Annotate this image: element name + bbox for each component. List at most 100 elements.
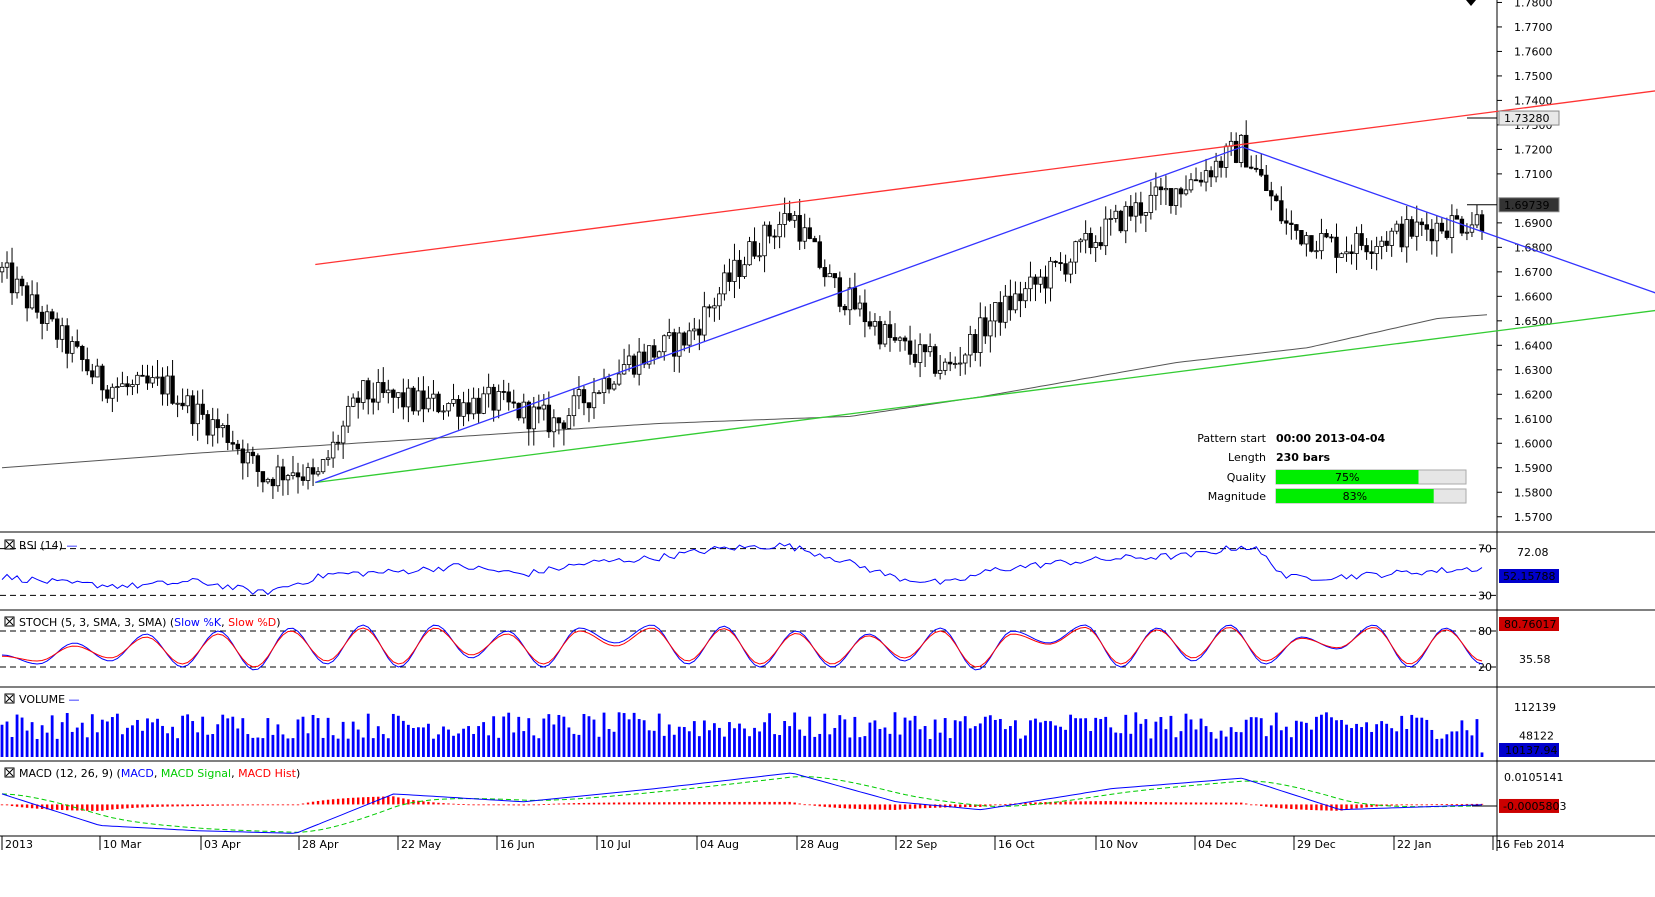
last-price-label: 1.73280: [1504, 112, 1550, 125]
rsi-level-70-label: 70: [1478, 543, 1492, 556]
volume-bar: [211, 734, 215, 757]
volume-bar: [702, 720, 706, 757]
volume-bar: [236, 728, 240, 757]
volume-bar: [1104, 716, 1108, 757]
macd-hist-bar: [1054, 801, 1057, 805]
candle-body: [506, 391, 511, 403]
volume-bar: [778, 735, 782, 757]
volume-bar: [763, 722, 766, 757]
volume-bar: [146, 718, 149, 757]
candle-body: [1449, 215, 1455, 238]
macd-hist-bar: [96, 804, 99, 811]
pattern-start-value: 00:00 2013-04-04: [1276, 432, 1386, 445]
x-tick-label: 03 Apr: [204, 838, 241, 851]
macd-hist-bar: [106, 804, 109, 811]
macd-hist-bar: [728, 801, 731, 805]
price-tick-label: 1.5800: [1514, 486, 1553, 499]
candle-body: [526, 401, 531, 430]
candle-body: [501, 391, 506, 393]
volume-bar: [547, 714, 551, 757]
candle-body: [225, 424, 230, 443]
volume-bar: [186, 714, 190, 757]
price-tick-label: 1.7500: [1514, 70, 1553, 83]
macd-hist-bar: [35, 804, 39, 809]
x-tick-label: 28 Aug: [800, 838, 839, 851]
volume-bar: [411, 728, 415, 757]
candle-body: [1254, 167, 1259, 170]
macd-hist-bar: [607, 802, 611, 805]
volume-bar: [126, 727, 129, 757]
candle-body: [1178, 188, 1184, 195]
macd-hist-bar: [1029, 802, 1032, 805]
volume-bar: [1034, 718, 1037, 757]
volume-bar: [246, 734, 250, 757]
macd-hist-bar: [858, 804, 862, 810]
rsi-line: [1, 542, 1483, 596]
volume-bar: [873, 720, 877, 757]
candle-body: [1143, 212, 1149, 216]
volume-bar: [617, 712, 621, 757]
volume-bar: [983, 716, 987, 757]
volume-bar: [10, 736, 14, 757]
volume-bar: [391, 713, 395, 757]
macd-hist-bar: [703, 802, 706, 805]
macd-hist-bar: [1174, 802, 1178, 805]
volume-bar: [627, 719, 631, 757]
macd-hist-bar: [507, 804, 510, 806]
macd-hist-bar: [326, 799, 330, 805]
volume-bar: [1119, 733, 1123, 757]
candle-body: [1384, 240, 1389, 246]
macd-hist-bar: [1224, 802, 1228, 805]
candle-body: [1414, 221, 1419, 237]
candle-body: [491, 386, 496, 411]
macd-hist-bar: [979, 804, 982, 807]
volume-bar: [1460, 720, 1464, 757]
macd-hist-bar: [30, 804, 34, 809]
candle-body: [1123, 205, 1128, 232]
volume-bar: [1465, 730, 1469, 757]
candle-body: [817, 241, 822, 268]
candle-body: [787, 213, 792, 221]
volume-bar: [692, 721, 696, 757]
volume-bar: [166, 733, 169, 757]
candle-body: [797, 215, 802, 242]
macd-panel-close-icon-cross: [5, 768, 14, 777]
candle-body: [1314, 250, 1319, 253]
candle-body: [556, 417, 562, 424]
macd-hist-bar: [848, 804, 852, 809]
candle-body: [481, 393, 486, 414]
stoch-tick-label: 35.58: [1519, 653, 1551, 666]
volume-bar: [978, 723, 982, 757]
macd-hist-bar: [382, 796, 385, 805]
macd-hist-bar: [1009, 803, 1012, 805]
volume-bar: [141, 730, 144, 757]
candle-body: [887, 324, 893, 338]
candle-body: [988, 320, 993, 337]
macd-hist-bar: [1179, 802, 1183, 805]
macd-hist-bar: [537, 804, 541, 806]
macd-hist-bar: [1355, 804, 1358, 809]
volume-bar: [968, 728, 972, 757]
candle-body: [1294, 224, 1299, 231]
volume-bar: [597, 736, 601, 757]
macd-hist-bar: [969, 804, 972, 808]
volume-bar: [1420, 717, 1424, 757]
volume-bar: [1134, 712, 1138, 757]
volume-bar: [1064, 729, 1067, 757]
candle-body: [892, 337, 898, 341]
volume-bar: [276, 724, 280, 757]
candle-body: [471, 397, 476, 415]
candle-body: [416, 390, 421, 412]
candle-body: [295, 472, 301, 478]
candle-body: [24, 285, 30, 309]
price-tick-label: 1.7800: [1514, 0, 1553, 9]
macd-hist-bar: [477, 804, 480, 806]
candle-body: [451, 398, 456, 404]
macd-hist-bar: [186, 804, 189, 807]
volume-bar: [1014, 720, 1017, 757]
volume-bar: [336, 738, 340, 757]
volume-bar: [381, 734, 385, 757]
candle-body: [777, 224, 782, 238]
candle-body: [70, 341, 75, 354]
candle-body: [707, 306, 712, 309]
